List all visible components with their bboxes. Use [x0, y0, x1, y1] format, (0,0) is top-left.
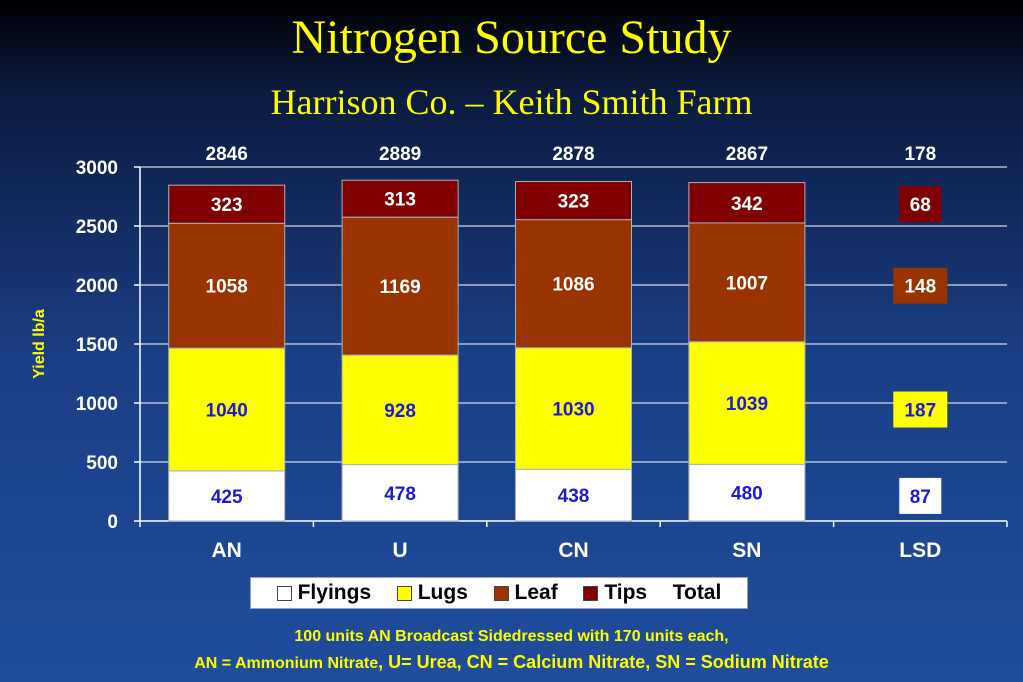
bar-tips: [515, 181, 632, 221]
chart-legend: Flyings Lugs Leaf Tips Total: [250, 577, 748, 609]
total-label: 2846: [206, 144, 248, 165]
footnote-abbreviations: , U= Urea, CN = Calcium Nitrate, SN = So…: [378, 652, 829, 672]
x-tick-label: U: [393, 539, 408, 562]
x-tick-label: CN: [558, 539, 588, 562]
bar-leaf: [341, 216, 459, 356]
legend-swatch: [396, 585, 412, 601]
total-label: 2867: [726, 144, 768, 165]
data-label: 1007: [726, 273, 768, 294]
data-label: 1030: [552, 400, 594, 421]
bar-flyings: [515, 468, 632, 522]
bar-leaf: [168, 222, 286, 349]
legend-swatch: [276, 585, 292, 601]
lsd-box-flyings: [899, 477, 942, 514]
data-label: 480: [731, 484, 763, 505]
total-label: 2878: [552, 144, 594, 165]
data-label: 1040: [206, 400, 248, 421]
chart-title: Nitrogen Source Study: [291, 11, 732, 64]
y-tick-label: 1000: [76, 394, 118, 415]
bar-tips: [341, 179, 459, 218]
x-tick-label: LSD: [899, 539, 941, 562]
y-tick-label: 2000: [76, 276, 118, 297]
data-label: 1039: [726, 394, 768, 415]
bar-leaf: [515, 219, 632, 349]
legend-swatch: [493, 585, 509, 601]
bar-lugs: [341, 354, 459, 466]
bar-flyings: [688, 463, 806, 522]
x-tick-label: SN: [732, 539, 761, 562]
y-tick-label: 1500: [76, 335, 118, 356]
legend-label: Total: [672, 581, 722, 604]
lsd-label: 187: [904, 400, 936, 421]
bar-lugs: [515, 347, 632, 470]
total-label: 178: [904, 144, 936, 165]
total-label: 2889: [379, 144, 421, 165]
lsd-label: 148: [904, 277, 936, 298]
data-label: 478: [384, 484, 416, 505]
chart-subtitle: Harrison Co. – Keith Smith Farm: [270, 82, 753, 122]
data-label: 323: [558, 192, 590, 213]
lsd-box-tips: [899, 186, 942, 223]
legend-swatch: [583, 585, 599, 601]
bar-flyings: [341, 464, 459, 522]
x-tick-label: AN: [212, 539, 242, 562]
bar-tips: [688, 182, 806, 224]
bar-flyings: [168, 470, 286, 522]
footnote-line-1: 100 units AN Broadcast Sidedressed with …: [294, 628, 729, 645]
data-label: 1058: [206, 277, 248, 298]
data-label: 425: [211, 487, 243, 508]
legend-label: Flyings: [297, 581, 372, 604]
legend-item-lugs: Lugs: [396, 581, 468, 605]
legend-label: Tips: [604, 581, 648, 604]
data-label: 313: [384, 190, 416, 211]
lsd-box-lugs: [893, 391, 948, 428]
y-tick-label: 500: [86, 453, 118, 474]
y-tick-label: 3000: [76, 158, 118, 179]
data-label: 1169: [379, 277, 420, 298]
y-tick-label: 2500: [76, 217, 118, 238]
data-label: 928: [384, 401, 416, 422]
footnote-an-definition: AN = Ammonium Nitrate: [194, 655, 379, 672]
footnote-line-2: AN = Ammonium Nitrate, U= Urea, CN = Cal…: [0, 652, 1023, 673]
legend-item-leaf: Leaf: [493, 581, 558, 605]
data-label: 323: [211, 195, 243, 216]
legend-label: Leaf: [514, 581, 558, 604]
legend-item-total: Total: [673, 581, 722, 605]
y-axis-label: Yield lb/a: [31, 309, 48, 379]
legend-item-flyings: Flyings: [276, 581, 372, 605]
lsd-box-leaf: [893, 267, 948, 304]
data-label: 342: [731, 194, 763, 215]
y-tick-label: 0: [107, 512, 118, 533]
legend-label: Lugs: [417, 581, 468, 604]
bar-tips: [168, 184, 286, 224]
data-label: 438: [558, 486, 590, 507]
legend-item-tips: Tips: [583, 581, 647, 605]
lsd-label: 68: [910, 195, 931, 216]
lsd-label: 87: [910, 487, 931, 508]
data-label: 1086: [552, 275, 594, 296]
